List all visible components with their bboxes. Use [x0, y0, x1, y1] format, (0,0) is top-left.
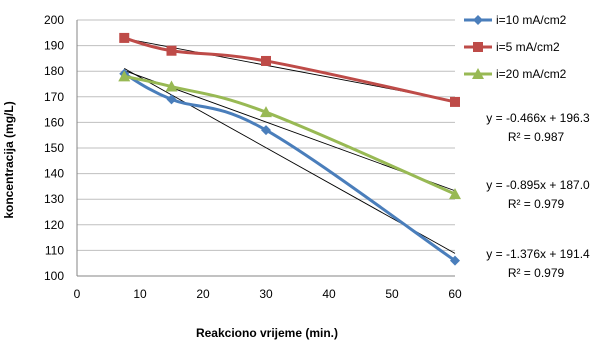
- r-squared-label: R² = 0.979: [508, 266, 565, 280]
- legend-entry: i=5 mA/cm2: [464, 40, 560, 54]
- x-tick-label: 50: [385, 287, 399, 301]
- diamond-marker: [166, 94, 177, 105]
- x-tick-label: 40: [322, 287, 336, 301]
- triangle-marker: [472, 68, 484, 79]
- y-tick-label: 120: [44, 218, 64, 232]
- equation-block: y = -1.376x + 191.4 R² = 0.979: [486, 247, 590, 280]
- series-diamond: [119, 68, 460, 266]
- r-squared-label: R² = 0.987: [508, 130, 565, 144]
- triangle-marker: [260, 106, 272, 118]
- x-tick-label: 10: [133, 287, 147, 301]
- tick-labels: 100 110 120 130 140 150 160 170 180 190 200 0 10 20 30…: [44, 13, 462, 301]
- triangle-marker: [165, 80, 178, 92]
- square-marker: [166, 45, 177, 56]
- series-triangle: [118, 70, 461, 200]
- legend-entry: i=20 mA/cm2: [464, 67, 567, 81]
- gridlines: [77, 19, 455, 251]
- series-line: [123, 36, 456, 104]
- r-squared-label: R² = 0.979: [508, 197, 565, 211]
- axes: [76, 20, 455, 277]
- y-tick-label: 200: [44, 13, 64, 27]
- y-tick-label: 160: [44, 115, 64, 129]
- x-tick-label: 0: [74, 287, 81, 301]
- equation-block: y = -0.895x + 187.0 R² = 0.979: [486, 178, 590, 211]
- data-series: [118, 32, 461, 266]
- x-tick-label: 20: [196, 287, 210, 301]
- x-axis-title: Reakciono vrijeme (min.): [196, 326, 338, 340]
- series-square: [119, 32, 460, 107]
- legend-entry: i=10 mA/cm2: [464, 13, 567, 27]
- series-line: [123, 74, 456, 196]
- y-tick-label: 130: [44, 192, 64, 206]
- legend-label: i=10 mA/cm2: [496, 13, 567, 27]
- trendline-equation: y = -1.376x + 191.4: [486, 247, 590, 261]
- square-marker: [450, 96, 460, 107]
- trendline-equation: y = -0.895x + 187.0: [486, 178, 590, 192]
- y-tick-label: 100: [44, 269, 64, 283]
- legend: i=10 mA/cm2 i=5 mA/cm2 i=20 mA/cm2: [464, 13, 567, 81]
- y-axis-title: koncentracija (mg/L): [2, 101, 16, 218]
- y-tick-label: 180: [44, 64, 64, 78]
- diamond-marker: [261, 125, 271, 136]
- y-tick-label: 190: [44, 39, 64, 53]
- legend-label: i=5 mA/cm2: [496, 40, 560, 54]
- square-marker: [473, 42, 483, 52]
- x-tick-label: 60: [448, 287, 462, 301]
- diamond-marker: [450, 255, 460, 266]
- y-tick-label: 170: [44, 90, 64, 104]
- x-tick-label: 30: [259, 287, 273, 301]
- square-marker: [261, 55, 271, 66]
- trendline-equations: y = -0.466x + 196.3 R² = 0.987 y = -0.895x…: [486, 111, 590, 280]
- equation-block: y = -0.466x + 196.3 R² = 0.987: [486, 111, 590, 144]
- series-line: [123, 72, 456, 262]
- y-tick-label: 150: [44, 141, 64, 155]
- legend-label: i=20 mA/cm2: [496, 67, 567, 81]
- triangle-marker: [449, 188, 461, 200]
- diamond-marker: [473, 15, 483, 25]
- y-tick-label: 140: [44, 167, 64, 181]
- y-tick-label: 110: [45, 243, 64, 257]
- square-marker: [119, 32, 130, 43]
- triangle-marker: [118, 70, 131, 82]
- trendline-equation: y = -0.466x + 196.3: [486, 111, 590, 125]
